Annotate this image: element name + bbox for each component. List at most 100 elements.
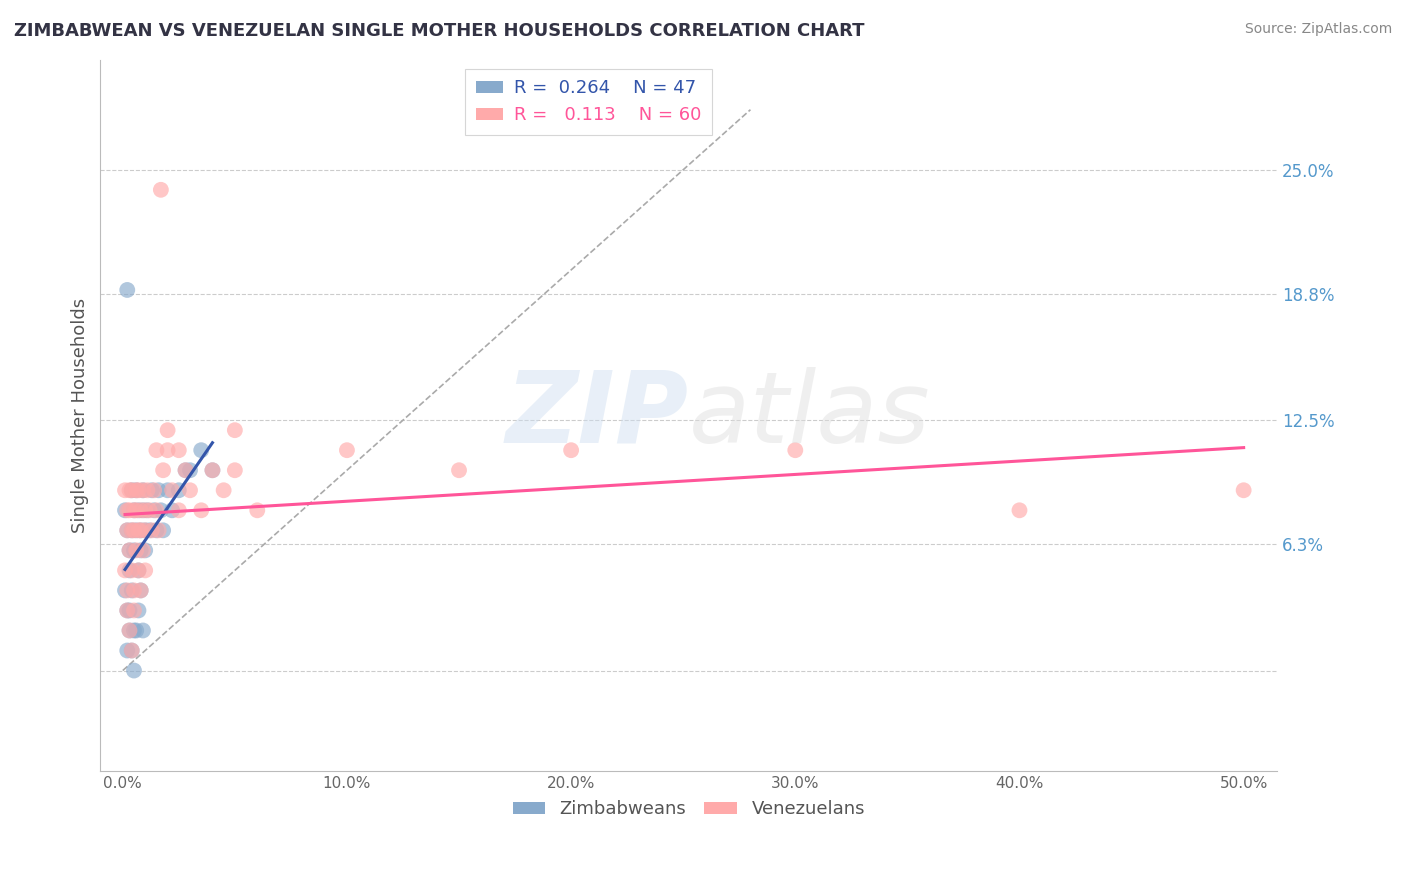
Point xyxy=(125,483,148,498)
Point xyxy=(136,483,159,498)
Point xyxy=(560,443,582,458)
Point xyxy=(160,503,183,517)
Point xyxy=(132,503,155,517)
Point xyxy=(129,543,152,558)
Text: atlas: atlas xyxy=(689,367,931,464)
Point xyxy=(121,483,143,498)
Point xyxy=(132,543,155,558)
Point xyxy=(114,503,136,517)
Point xyxy=(122,664,145,678)
Text: ZIP: ZIP xyxy=(506,367,689,464)
Point xyxy=(447,463,470,477)
Point xyxy=(118,603,141,617)
Point xyxy=(125,503,148,517)
Point xyxy=(138,524,160,538)
Point xyxy=(212,483,235,498)
Point xyxy=(118,563,141,577)
Point xyxy=(138,503,160,517)
Y-axis label: Single Mother Households: Single Mother Households xyxy=(72,298,89,533)
Point xyxy=(125,524,148,538)
Legend: Zimbabweans, Venezuelans: Zimbabweans, Venezuelans xyxy=(506,793,872,826)
Point xyxy=(122,624,145,638)
Point xyxy=(117,524,139,538)
Point xyxy=(224,423,246,437)
Point xyxy=(118,543,141,558)
Point xyxy=(117,283,139,297)
Point xyxy=(141,524,163,538)
Point xyxy=(201,463,224,477)
Point xyxy=(246,503,269,517)
Point xyxy=(174,463,197,477)
Point xyxy=(129,524,152,538)
Point xyxy=(145,503,167,517)
Point xyxy=(134,524,156,538)
Point xyxy=(129,524,152,538)
Point xyxy=(224,463,246,477)
Point xyxy=(127,524,149,538)
Point xyxy=(125,624,148,638)
Point xyxy=(156,423,179,437)
Point xyxy=(785,443,807,458)
Point xyxy=(121,524,143,538)
Point xyxy=(118,624,141,638)
Point xyxy=(121,563,143,577)
Point xyxy=(122,583,145,598)
Point xyxy=(167,443,190,458)
Point xyxy=(156,443,179,458)
Point xyxy=(132,483,155,498)
Point xyxy=(1233,483,1256,498)
Point xyxy=(132,624,155,638)
Point xyxy=(179,463,201,477)
Point xyxy=(145,524,167,538)
Point xyxy=(134,524,156,538)
Point xyxy=(122,543,145,558)
Point xyxy=(148,524,170,538)
Point xyxy=(336,443,359,458)
Point xyxy=(129,583,152,598)
Point xyxy=(118,624,141,638)
Point xyxy=(117,603,139,617)
Point xyxy=(143,503,166,517)
Point xyxy=(117,503,139,517)
Text: Source: ZipAtlas.com: Source: ZipAtlas.com xyxy=(1244,22,1392,37)
Point xyxy=(156,483,179,498)
Point xyxy=(190,503,212,517)
Point xyxy=(118,483,141,498)
Text: ZIMBABWEAN VS VENEZUELAN SINGLE MOTHER HOUSEHOLDS CORRELATION CHART: ZIMBABWEAN VS VENEZUELAN SINGLE MOTHER H… xyxy=(14,22,865,40)
Point xyxy=(127,563,149,577)
Point xyxy=(149,183,172,197)
Point xyxy=(143,483,166,498)
Point xyxy=(114,563,136,577)
Point xyxy=(179,483,201,498)
Point xyxy=(122,503,145,517)
Point xyxy=(122,524,145,538)
Point xyxy=(127,563,149,577)
Point xyxy=(129,583,152,598)
Point xyxy=(134,543,156,558)
Point xyxy=(136,503,159,517)
Point xyxy=(122,603,145,617)
Point xyxy=(117,643,139,657)
Point xyxy=(190,443,212,458)
Point xyxy=(127,483,149,498)
Point xyxy=(149,503,172,517)
Point xyxy=(152,463,174,477)
Point xyxy=(117,583,139,598)
Point xyxy=(122,503,145,517)
Point xyxy=(127,603,149,617)
Point xyxy=(201,463,224,477)
Point xyxy=(125,543,148,558)
Point xyxy=(167,483,190,498)
Point xyxy=(148,483,170,498)
Point xyxy=(174,463,197,477)
Point xyxy=(167,503,190,517)
Point xyxy=(121,524,143,538)
Point xyxy=(117,524,139,538)
Point xyxy=(121,483,143,498)
Point xyxy=(134,503,156,517)
Point xyxy=(118,543,141,558)
Point xyxy=(134,563,156,577)
Point xyxy=(145,443,167,458)
Point xyxy=(152,524,174,538)
Point xyxy=(121,583,143,598)
